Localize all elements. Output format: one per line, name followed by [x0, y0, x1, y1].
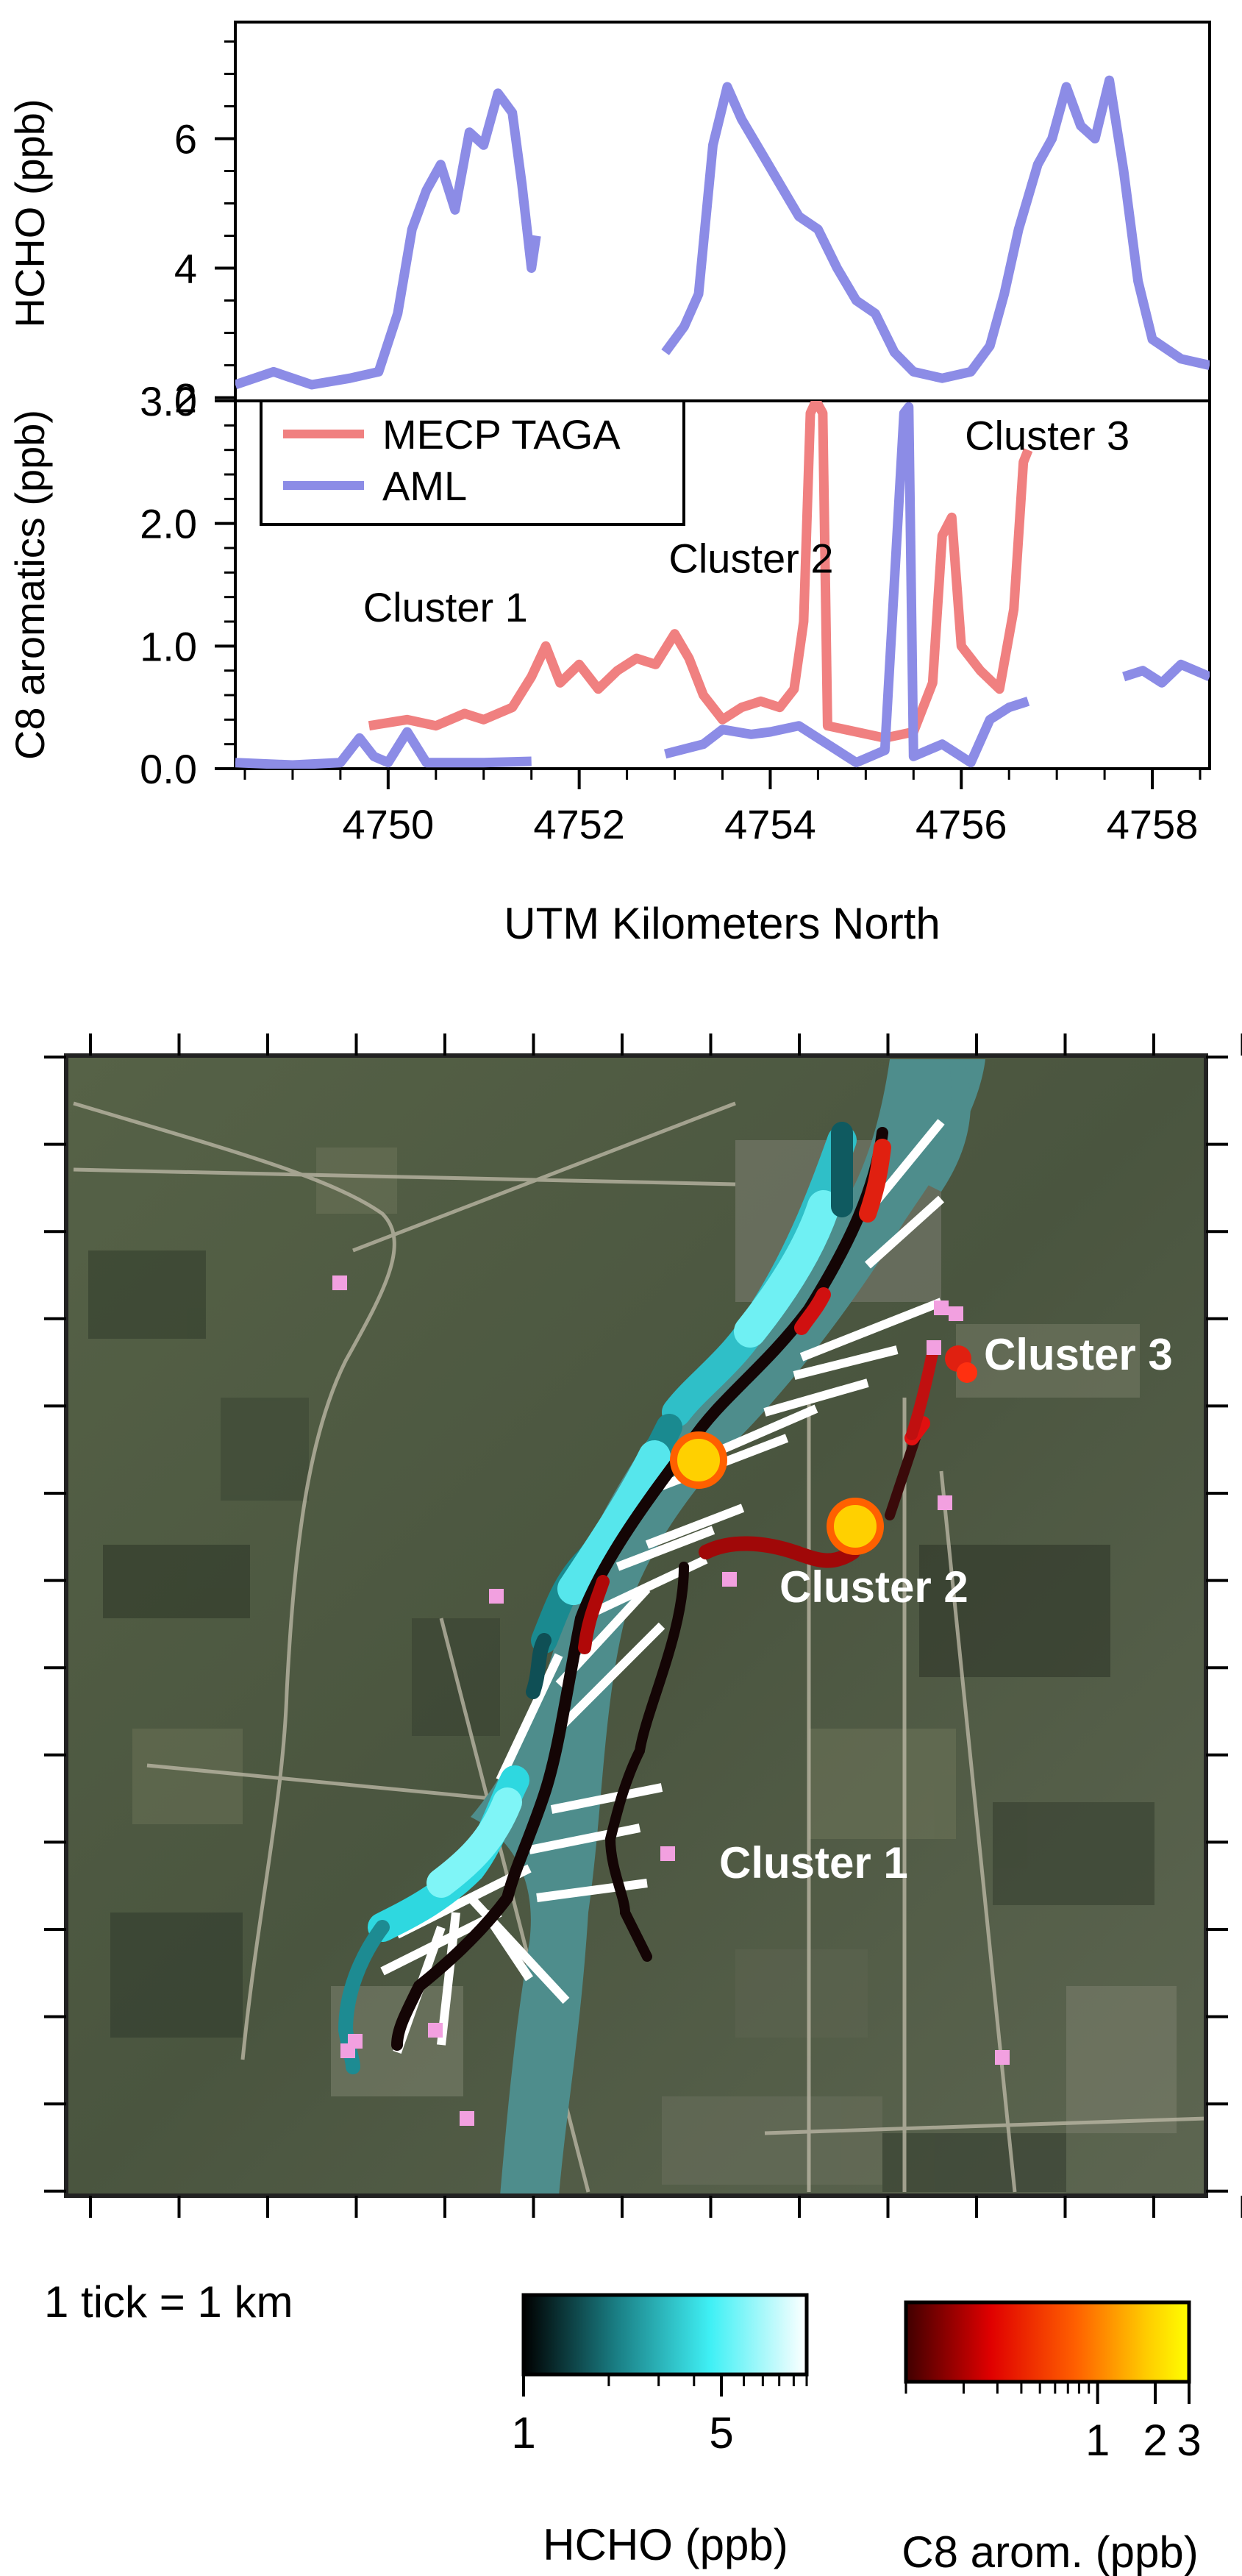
hcho-y-axis-label: HCHO (ppb) — [7, 99, 53, 327]
x-tick-label: 4758 — [1107, 801, 1199, 847]
hcho-y-tick-label: 2 — [174, 375, 197, 421]
c8-annotation-cluster-3: Cluster 3 — [965, 413, 1129, 459]
c8-track — [391, 1127, 977, 2051]
scale-note: 1 tick = 1 km — [44, 2277, 293, 2327]
hcho-y-tick-label: 4 — [174, 246, 197, 292]
c8-chart: 0.0 1.0 2.0 3.0 4750 4752 4754 4756 4758 Cluste… — [7, 378, 1211, 948]
hcho-series-aml-seg-1 — [661, 75, 1210, 383]
c8-colorbar-label: C8 arom. (ppb) — [902, 2527, 1198, 2576]
x-axis-label: UTM Kilometers North — [504, 899, 940, 948]
legend-label-aml: AML — [382, 463, 467, 509]
x-tick-label: 4756 — [916, 801, 1007, 847]
c8-y-tick-label: 3.0 — [140, 378, 197, 424]
c8-y-axis-label: C8 aromatics (ppb) — [7, 410, 53, 760]
map-ticks — [44, 1033, 1242, 2218]
x-tick-label: 4750 — [343, 801, 435, 847]
legend: MECP TAGA AML — [260, 399, 685, 526]
map-label-cluster-3: Cluster 3 — [984, 1330, 1173, 1379]
hcho-colorbar-label: HCHO (ppb) — [543, 2520, 788, 2569]
colorbar-tick-label: 2 — [1143, 2416, 1167, 2465]
hcho-series-aml-seg-0 — [235, 88, 541, 390]
map-frame — [64, 1053, 1208, 2198]
colorbar-tick-label: 1 — [511, 2408, 535, 2458]
x-tick-label: 4752 — [533, 801, 625, 847]
colorbar-tick-label: 3 — [1177, 2416, 1201, 2465]
legend-box — [260, 399, 685, 526]
c8-annotation-cluster-2: Cluster 2 — [668, 535, 833, 581]
monitoring-stations — [332, 1275, 1010, 2126]
c8-annotation-cluster-1: Cluster 1 — [363, 584, 528, 630]
c8-series-mecp-taga-seg-0 — [368, 401, 1033, 743]
c8-y-tick-label: 1.0 — [140, 623, 197, 669]
hcho-track — [338, 1122, 857, 2074]
hcho-y-tick-label: 6 — [174, 115, 197, 162]
legend-label-taga: MECP TAGA — [382, 411, 621, 458]
river-branch — [927, 1059, 971, 1192]
satellite-map: Cluster 3 Cluster 2 Cluster 1 — [44, 1033, 1242, 2218]
hcho-colorbar: 1 5 HCHO (ppb) — [511, 2293, 809, 2569]
hcho-chart: 2 4 6 HCHO (ppb) — [7, 21, 1211, 421]
x-tick-label: 4754 — [724, 801, 816, 847]
colorbar-tick-label: 1 — [1085, 2416, 1110, 2465]
hcho-plot-frame — [234, 21, 1211, 402]
map-label-cluster-2: Cluster 2 — [779, 1562, 968, 1612]
colorbar-tick-label: 5 — [709, 2408, 733, 2458]
c8-y-tick-label: 0.0 — [140, 746, 197, 792]
c8-y-tick-label: 2.0 — [140, 501, 197, 547]
c8-series-aml-seg-0 — [235, 727, 532, 769]
map-label-cluster-1: Cluster 1 — [719, 1838, 908, 1887]
c8-series-aml-seg-2 — [1122, 659, 1210, 688]
c8-colorbar-gradient — [904, 2300, 1191, 2384]
hcho-colorbar-gradient — [521, 2293, 809, 2377]
c8-series-aml-seg-1 — [663, 402, 1030, 768]
